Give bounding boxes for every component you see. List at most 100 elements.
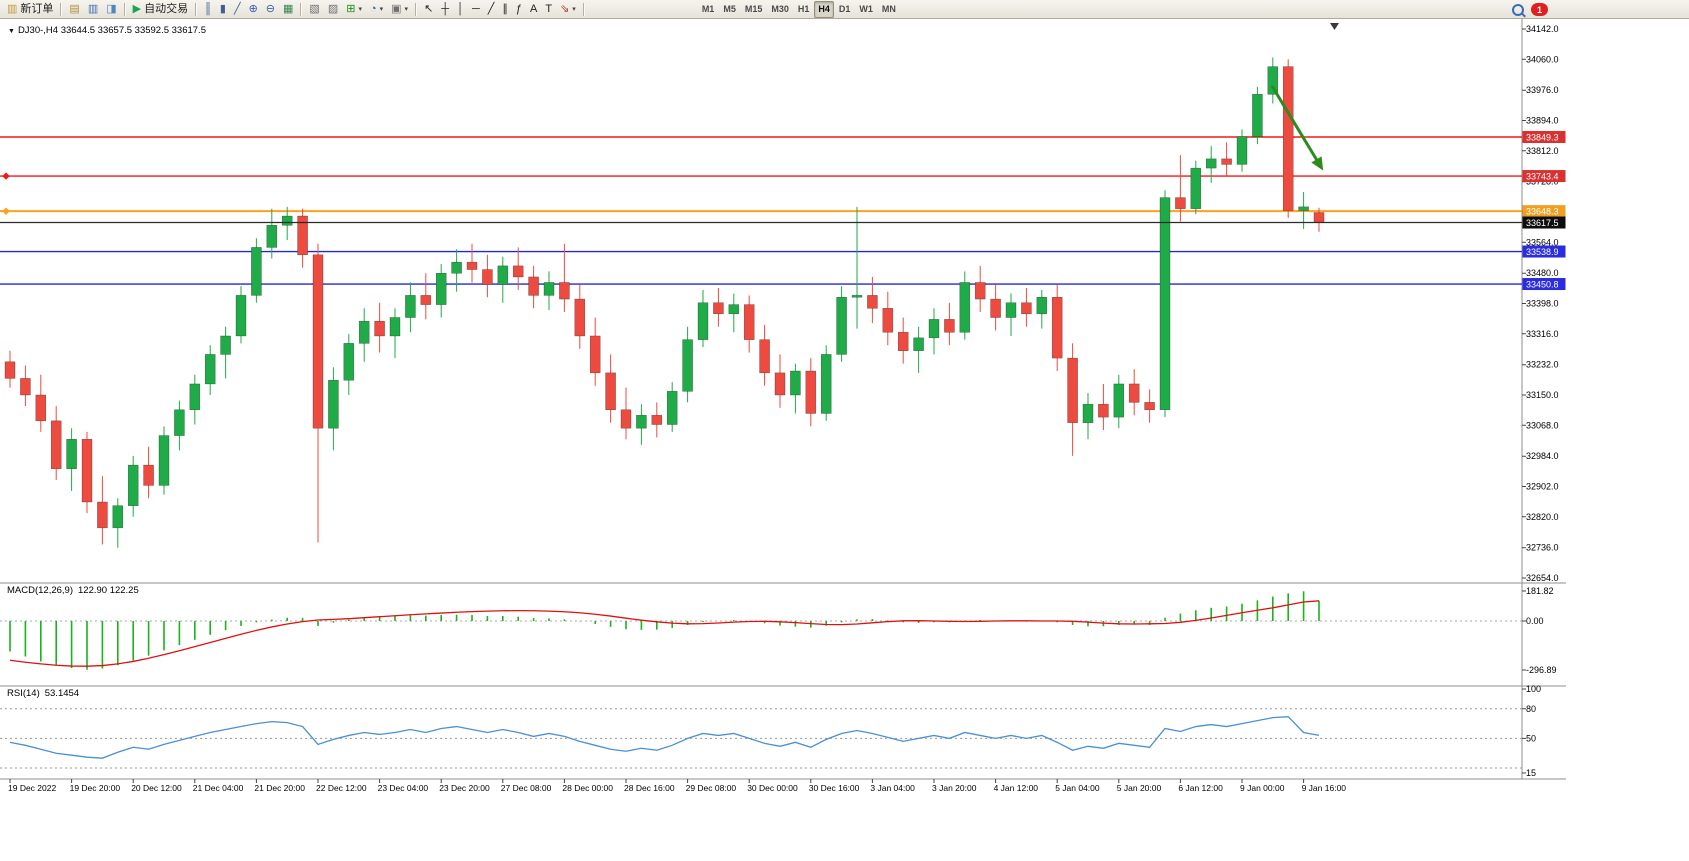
horizontal-line-icon[interactable]: ─ <box>468 1 484 18</box>
channel-icon[interactable]: ∥ <box>498 1 512 18</box>
svg-text:33976.0: 33976.0 <box>1526 85 1559 95</box>
timeframe-d1-button[interactable]: D1 <box>835 1 855 18</box>
timeframe-h1-button[interactable]: H1 <box>794 1 814 18</box>
svg-text:22 Dec 12:00: 22 Dec 12:00 <box>316 783 367 793</box>
macd-title: MACD(12,26,9) <box>7 585 73 596</box>
svg-text:28 Dec 00:00: 28 Dec 00:00 <box>562 783 613 793</box>
add-indicator-button[interactable]: ⊞ ▾ <box>342 1 366 18</box>
svg-text:23 Dec 04:00: 23 Dec 04:00 <box>378 783 429 793</box>
toolbar-right: 1 <box>1512 3 1548 16</box>
timeframe-mn-button[interactable]: MN <box>878 1 900 18</box>
zoom-in-icon[interactable]: ⊕ <box>245 1 262 18</box>
svg-text:21 Dec 20:00: 21 Dec 20:00 <box>254 783 305 793</box>
toolbar-separator <box>300 2 303 16</box>
bar-chart-mode-icon[interactable]: ║ <box>200 1 216 18</box>
svg-text:27 Dec 08:00: 27 Dec 08:00 <box>501 783 552 793</box>
toolbar-separator <box>582 2 585 16</box>
data-window-icon: ◨ <box>106 2 117 15</box>
svg-text:33398.0: 33398.0 <box>1526 299 1559 309</box>
timeframe-buttons: M1 M5 M15 M30 H1 H4 D1 W1 MN <box>698 0 900 18</box>
toolbar-separator <box>123 2 126 16</box>
zoom-out-icon: ⊖ <box>265 2 276 15</box>
arrows-tool-button[interactable]: ⇘ ▾ <box>556 1 580 18</box>
templates-button[interactable]: ▣ ▾ <box>387 1 412 18</box>
profiles-icon: ▤ <box>69 2 80 15</box>
chart-ohlc-text: DJ30-,H4 33644.5 33657.5 33592.5 33617.5 <box>17 25 206 36</box>
svg-text:9 Jan 00:00: 9 Jan 00:00 <box>1240 783 1285 793</box>
svg-text:9 Jan 16:00: 9 Jan 16:00 <box>1302 783 1347 793</box>
line-chart-mode-icon[interactable]: ╱ <box>230 1 245 18</box>
search-icon[interactable] <box>1512 3 1524 16</box>
auto-arrange-icon[interactable]: ▧ <box>305 1 323 18</box>
vertical-line-icon: │ <box>457 2 464 15</box>
svg-text:23 Dec 20:00: 23 Dec 20:00 <box>439 783 490 793</box>
trend-arrow-annotation[interactable] <box>1270 85 1324 171</box>
timeframe-w1-button[interactable]: W1 <box>855 1 877 18</box>
text-label-icon[interactable]: T <box>541 1 556 18</box>
notification-badge[interactable]: 1 <box>1531 3 1548 16</box>
timeframe-h4-button[interactable]: H4 <box>814 0 834 18</box>
periods-button[interactable]: ◔ ▾ <box>366 1 387 18</box>
svg-text:20 Dec 12:00: 20 Dec 12:00 <box>131 783 182 793</box>
rsi-panel: 100 80 50 15 <box>0 684 1541 778</box>
autotrading-button[interactable]: ▶ 自动交易 <box>129 1 192 18</box>
svg-text:15: 15 <box>1526 768 1536 778</box>
timeframe-m1-button[interactable]: M1 <box>698 1 719 18</box>
svg-text:100: 100 <box>1526 684 1541 694</box>
svg-text:29 Dec 08:00: 29 Dec 08:00 <box>686 783 737 793</box>
svg-text:28 Dec 16:00: 28 Dec 16:00 <box>624 783 675 793</box>
zoom-out-icon[interactable]: ⊖ <box>262 1 279 18</box>
svg-text:32654.0: 32654.0 <box>1526 573 1559 583</box>
timeframe-m30-button[interactable]: M30 <box>767 1 793 18</box>
caret-down-icon: ▾ <box>404 6 409 13</box>
svg-text:3 Jan 20:00: 3 Jan 20:00 <box>932 783 977 793</box>
svg-text:33316.0: 33316.0 <box>1526 329 1559 339</box>
svg-text:30 Dec 00:00: 30 Dec 00:00 <box>747 783 798 793</box>
fibonacci-icon: ƒ <box>515 2 522 15</box>
text-icon[interactable]: A <box>526 1 541 18</box>
svg-text:80: 80 <box>1526 704 1536 714</box>
templates-icon: ▣ <box>391 2 402 15</box>
svg-text:33648.3: 33648.3 <box>1526 207 1559 217</box>
horizontal-line-objects[interactable] <box>0 136 1522 285</box>
arrows-tool-icon: ⇘ <box>560 2 570 15</box>
cursor-icon: ↖ <box>424 2 434 15</box>
toolbar-buttons: ▥ 新订单 ▤ ▥ ◨ ▶ 自动交易 ║ ▮ ╱ ⊕ ⊖ ▦ ▧ ▨ ⊞ ▾ ◔ ▾ ▣ ▾ ↖ ┼ │ ─ ╱ ∥ ƒ A T ⇘ ▾ <box>3 1 580 18</box>
caret-down-icon: ▾ <box>379 6 384 13</box>
fibonacci-icon[interactable]: ƒ <box>512 1 526 18</box>
caret-down-icon: ▾ <box>572 6 576 13</box>
svg-text:33450.8: 33450.8 <box>1526 280 1559 290</box>
svg-text:34060.0: 34060.0 <box>1526 54 1559 64</box>
timeframe-m5-button[interactable]: M5 <box>719 1 740 18</box>
svg-text:0.00: 0.00 <box>1526 616 1544 626</box>
market-watch-icon[interactable]: ▥ <box>84 1 102 18</box>
vertical-line-icon[interactable]: │ <box>453 1 468 18</box>
timeframe-m15-button[interactable]: M15 <box>741 1 767 18</box>
candles <box>4 57 1325 548</box>
macd-panel: 181.82 0.00 -296.89 <box>0 586 1557 675</box>
new-order-button[interactable]: ▥ 新订单 <box>3 1 57 18</box>
chevron-down-icon[interactable]: ▼ <box>8 28 15 35</box>
tile-windows-icon[interactable]: ▦ <box>279 1 297 18</box>
chart-shift-marker <box>1330 23 1339 30</box>
line-chart-mode-icon: ╱ <box>233 2 241 15</box>
trendline-icon[interactable]: ╱ <box>484 1 499 18</box>
svg-text:19 Dec 2022: 19 Dec 2022 <box>8 783 56 793</box>
svg-text:32820.0: 32820.0 <box>1526 512 1559 522</box>
grid-icon[interactable]: ▨ <box>324 1 342 18</box>
line-handle <box>2 172 10 180</box>
candlestick-mode-icon[interactable]: ▮ <box>216 1 230 18</box>
data-window-icon[interactable]: ◨ <box>102 1 120 18</box>
rsi-title: RSI(14) <box>7 688 40 699</box>
profiles-icon[interactable]: ▤ <box>65 1 83 18</box>
svg-text:30 Dec 16:00: 30 Dec 16:00 <box>809 783 860 793</box>
svg-text:33232.0: 33232.0 <box>1526 360 1559 370</box>
cursor-icon[interactable]: ↖ <box>420 1 437 18</box>
autotrading-icon: ▶ <box>132 2 142 15</box>
svg-text:-296.89: -296.89 <box>1526 665 1557 675</box>
svg-text:33894.0: 33894.0 <box>1526 116 1559 126</box>
svg-text:33743.4: 33743.4 <box>1526 172 1559 182</box>
add-indicator-icon: ⊞ <box>346 2 356 15</box>
crosshair-icon[interactable]: ┼ <box>437 1 453 18</box>
